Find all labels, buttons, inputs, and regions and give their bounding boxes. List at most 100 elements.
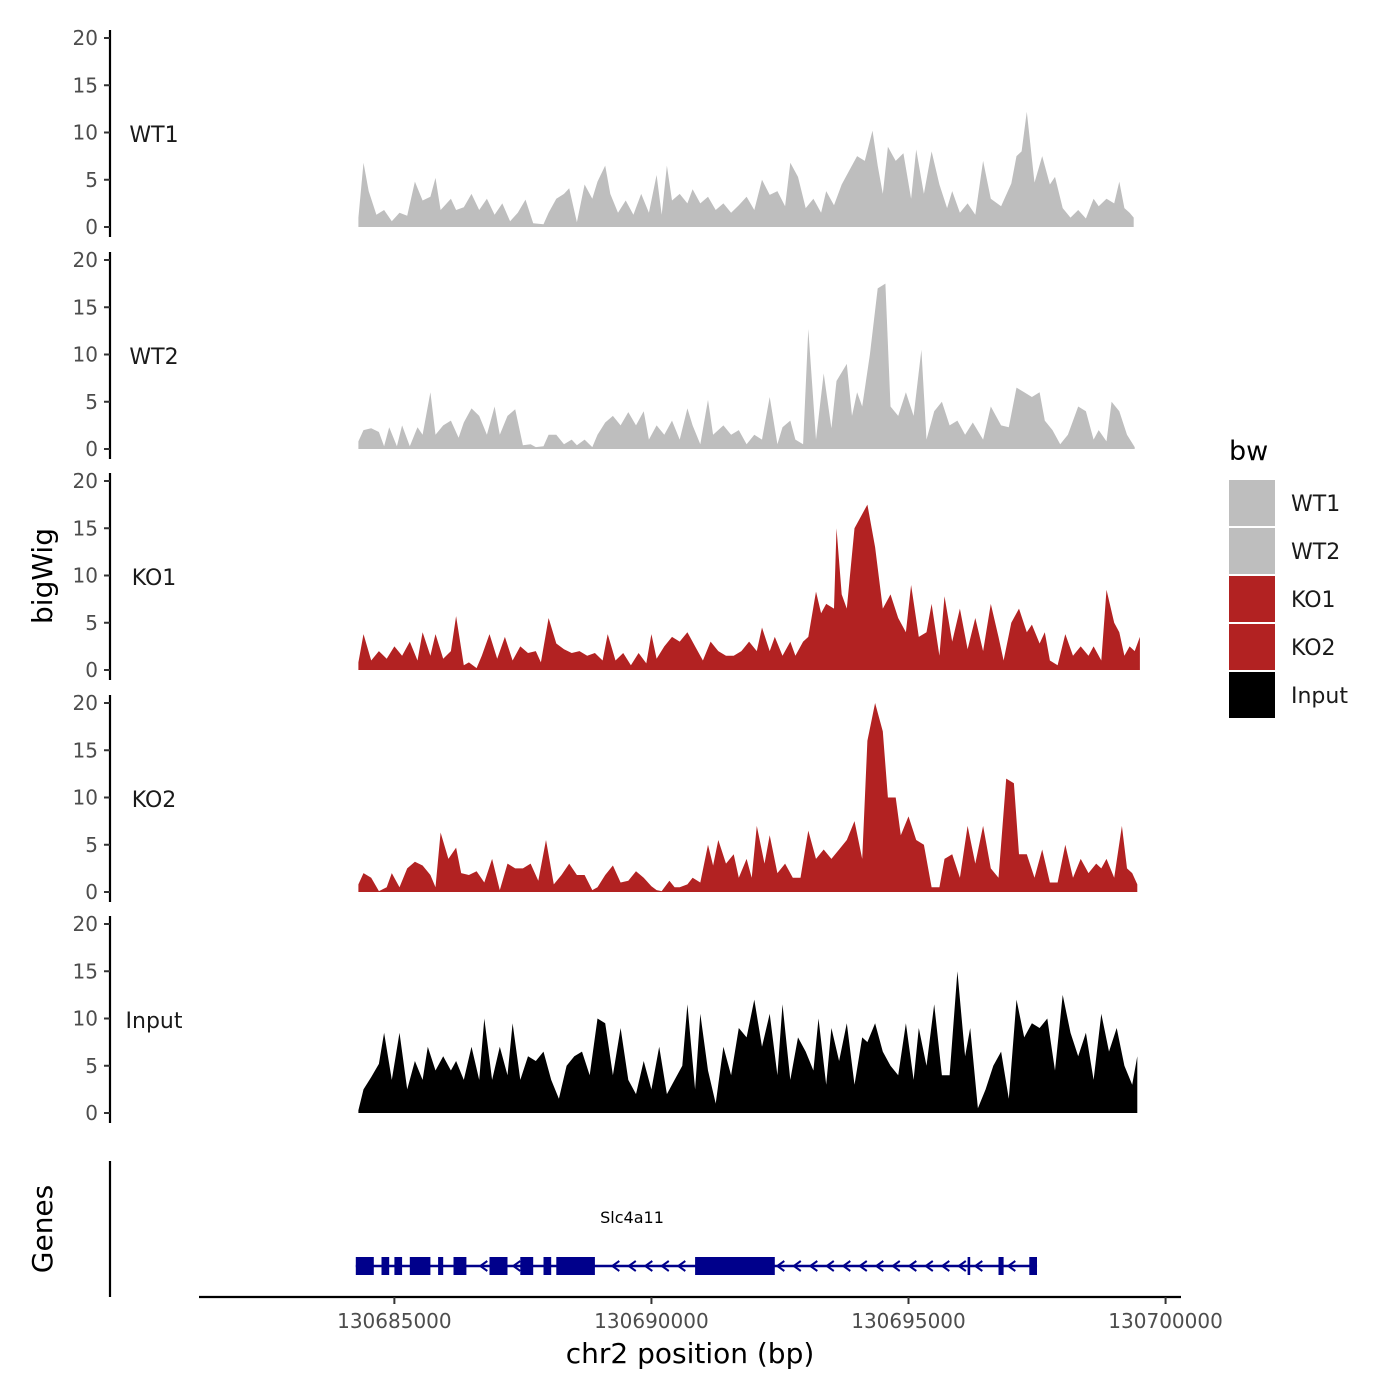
strand-arrow xyxy=(660,1260,670,1272)
track-ko1: 0 5 10 15 20 KO1 xyxy=(73,469,1140,682)
y-tick-label: 15 xyxy=(73,295,98,319)
x-axis: 130685000 130690000 130695000 130700000 xyxy=(199,1295,1223,1333)
legend-label-input: Input xyxy=(1291,684,1348,709)
y-tick-label: 0 xyxy=(85,215,98,239)
bigwig-panels: 0 5 10 15 20 WT1 0 5 10 15 20 WT2 0 5 10 15 20 KO1 0 5 10 15 2… xyxy=(73,26,1140,1125)
y-tick-label: 20 xyxy=(73,912,98,936)
strand-arrow xyxy=(973,1260,983,1272)
y-tick-label: 20 xyxy=(73,469,98,493)
legend-swatch-wt2 xyxy=(1229,528,1275,574)
gene-exon xyxy=(438,1257,444,1275)
gene-exon xyxy=(409,1257,431,1275)
x-tick-label: 130690000 xyxy=(594,1309,709,1333)
legend: bw WT1 WT2 KO1 KO2 Input xyxy=(1229,436,1348,718)
gene-exon xyxy=(489,1257,508,1275)
y-axis-title: bigWig xyxy=(26,528,59,624)
strand-arrow xyxy=(891,1260,901,1272)
y-tick-label: 5 xyxy=(85,611,98,635)
y-tick-label: 20 xyxy=(73,26,98,50)
genes-panel: Slc4a11 xyxy=(108,1161,1038,1297)
strand-arrow xyxy=(643,1260,653,1272)
strand-arrow xyxy=(511,1260,521,1272)
legend-swatch-wt1 xyxy=(1229,480,1275,526)
y-tick-label: 5 xyxy=(85,168,98,192)
track-wt2: 0 5 10 15 20 WT2 xyxy=(73,248,1135,461)
legend-label-wt1: WT1 xyxy=(1291,492,1340,517)
gene-exon xyxy=(520,1257,534,1275)
y-tick-label: 15 xyxy=(73,959,98,983)
coverage-area-wt2 xyxy=(358,283,1135,449)
y-tick-label: 0 xyxy=(85,658,98,682)
coverage-area-ko2 xyxy=(358,703,1138,892)
strand-arrow xyxy=(841,1260,851,1272)
y-tick-label: 0 xyxy=(85,880,98,904)
strand-arrow xyxy=(940,1260,950,1272)
strand-arrow xyxy=(775,1260,785,1272)
strand-arrow xyxy=(478,1260,488,1272)
y-tick-label: 20 xyxy=(73,248,98,272)
track-input: 0 5 10 15 20 Input xyxy=(73,912,1138,1125)
gene-exon xyxy=(998,1257,1004,1275)
y-tick-label: 5 xyxy=(85,390,98,414)
coverage-area-input xyxy=(358,971,1138,1113)
legend-label-ko2: KO2 xyxy=(1291,636,1336,661)
strand-arrow xyxy=(957,1260,967,1272)
strand-arrow xyxy=(676,1260,686,1272)
legend-swatch-ko1 xyxy=(1229,576,1275,622)
strand-arrow xyxy=(874,1260,884,1272)
x-tick-label: 130685000 xyxy=(337,1309,452,1333)
legend-label-ko1: KO1 xyxy=(1291,588,1336,613)
y-tick-label: 20 xyxy=(73,691,98,715)
legend-label-wt2: WT2 xyxy=(1291,540,1340,565)
y-tick-label: 15 xyxy=(73,738,98,762)
gene-exon xyxy=(381,1257,390,1275)
coverage-area-ko1 xyxy=(358,504,1140,670)
gene-exon xyxy=(355,1257,374,1275)
track-label-wt2: WT2 xyxy=(129,345,178,370)
strand-arrow xyxy=(808,1260,818,1272)
gene-exon xyxy=(1029,1257,1037,1275)
y-tick-label: 10 xyxy=(73,786,98,810)
coverage-area-wt1 xyxy=(358,111,1134,227)
track-label-ko1: KO1 xyxy=(132,566,177,591)
legend-swatch-ko2 xyxy=(1229,624,1275,670)
strand-arrow xyxy=(1006,1260,1016,1272)
x-tick-label: 130695000 xyxy=(851,1309,966,1333)
y-tick-label: 5 xyxy=(85,1054,98,1078)
gene-exon xyxy=(543,1257,552,1275)
gene-exon xyxy=(556,1257,595,1275)
gene-exon xyxy=(967,1257,971,1275)
y-tick-label: 10 xyxy=(73,1007,98,1031)
y-tick-label: 15 xyxy=(73,73,98,97)
track-wt1: 0 5 10 15 20 WT1 xyxy=(73,26,1134,239)
strand-arrow xyxy=(610,1260,620,1272)
gene-exon xyxy=(394,1257,403,1275)
y-tick-label: 5 xyxy=(85,833,98,857)
y-tick-label: 15 xyxy=(73,516,98,540)
y-tick-label: 0 xyxy=(85,437,98,461)
y-tick-label: 0 xyxy=(85,1101,98,1125)
x-tick-label: 130700000 xyxy=(1108,1309,1223,1333)
y-tick-label: 10 xyxy=(73,121,98,145)
strand-arrow xyxy=(907,1260,917,1272)
gene-exon xyxy=(453,1257,467,1275)
track-label-wt1: WT1 xyxy=(129,123,178,148)
track-ko2: 0 5 10 15 20 KO2 xyxy=(73,691,1138,904)
strand-arrow xyxy=(825,1260,835,1272)
legend-swatch-input xyxy=(1229,672,1275,718)
strand-arrow xyxy=(924,1260,934,1272)
strand-arrow xyxy=(627,1260,637,1272)
strand-arrow xyxy=(792,1260,802,1272)
track-label-ko2: KO2 xyxy=(132,788,177,813)
legend-title: bw xyxy=(1229,436,1268,467)
y-tick-label: 10 xyxy=(73,343,98,367)
strand-arrow xyxy=(858,1260,868,1272)
genes-panel-label: Genes xyxy=(26,1185,59,1273)
y-tick-label: 10 xyxy=(73,564,98,588)
track-label-input: Input xyxy=(126,1009,183,1034)
gene-name-label: Slc4a11 xyxy=(600,1208,664,1227)
gene-model: Slc4a11 xyxy=(355,1208,1038,1275)
x-axis-title: chr2 position (bp) xyxy=(566,1337,815,1370)
gene-exon xyxy=(695,1257,775,1275)
